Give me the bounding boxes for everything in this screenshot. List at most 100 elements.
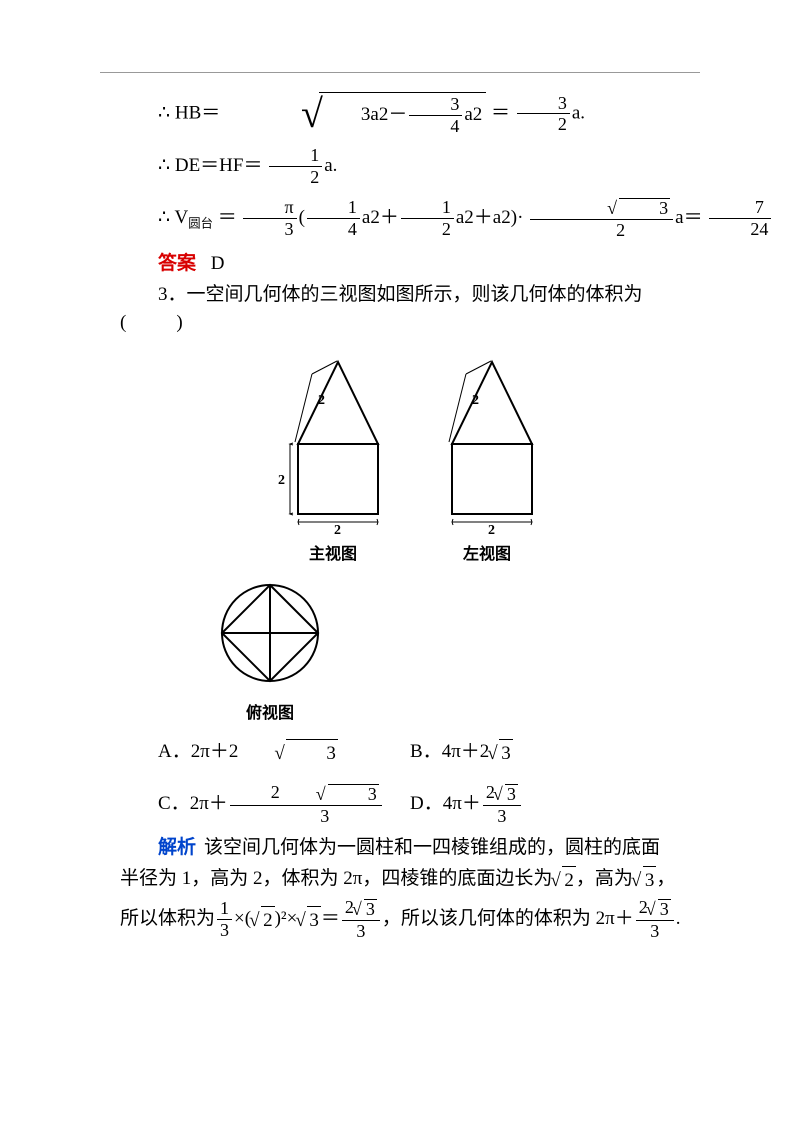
- therefore-symbol: ∴: [158, 155, 170, 176]
- sqrt3-b-icon: 3: [773, 204, 800, 233]
- sqrt-icon: 3: [489, 739, 513, 768]
- top-view: 俯视图: [210, 573, 330, 725]
- term2-tail: a2＋a2: [456, 207, 511, 228]
- front-view-label: 主视图: [268, 543, 398, 566]
- equation-de: ∴ DE＝HF＝ 12a.: [120, 146, 700, 187]
- question-3: 3．一空间几何体的三视图如图所示，则该几何体的体积为( ): [120, 281, 700, 336]
- frac-1-2: 12: [267, 146, 324, 187]
- sqrt2-icon: 2: [552, 866, 576, 895]
- options-row1: A．2π＋23 B．4π＋23: [120, 734, 700, 771]
- sqrt-icon: 3: [648, 899, 671, 919]
- frac-1-3: 13: [215, 899, 234, 940]
- sqrt2-icon: 2: [251, 906, 275, 935]
- top-view-label: 俯视图: [210, 702, 330, 725]
- sqrt3-icon: 3: [297, 906, 321, 935]
- tri-label: 2: [472, 393, 479, 408]
- top-rule: [100, 72, 700, 73]
- volume-var: V: [175, 207, 189, 228]
- sqrt-icon: 3: [280, 784, 379, 804]
- sqrt3-icon: 3: [571, 198, 670, 218]
- explanation-line3: 所以体积为13×(2)²×3＝233，所以该几何体的体积为 2π＋233.: [120, 898, 700, 941]
- equation-hb: ∴ HB＝ √ 3a2－34a2 ＝ 32a.: [120, 92, 700, 136]
- question-number: 3．: [158, 284, 187, 305]
- frac-3-4: 34: [407, 95, 464, 136]
- option-c: C．2π＋233: [120, 779, 410, 830]
- base-label: 2: [334, 523, 341, 534]
- option-d: D．4π＋233: [410, 779, 700, 830]
- explanation-line1: 解析该空间几何体为一圆柱和一四棱锥组成的，圆柱的底面: [120, 834, 700, 862]
- front-view-svg: 2 2 2: [268, 344, 398, 534]
- frac-7-24: 724: [707, 198, 773, 239]
- frac-2s3-3b: 233: [634, 898, 676, 941]
- option-label: D．: [410, 793, 443, 814]
- expl-text: )²×: [275, 908, 298, 929]
- equation-volume: ∴ V圆台 ＝ π3(14a2＋12a2＋a2)· 32a＝ 7243πa³.: [120, 197, 700, 240]
- three-views-row1: 2 2 2 主视图: [120, 344, 700, 566]
- option-lead: 4π＋: [443, 793, 481, 814]
- eq-lhs: HB＝: [175, 102, 220, 123]
- rad-part-b: a2: [464, 104, 482, 125]
- top-view-svg: [210, 573, 330, 693]
- frac-sqrt3-2: 32: [528, 197, 675, 240]
- sqrt-icon: 3: [354, 899, 377, 919]
- expl-text: ，: [656, 868, 675, 889]
- option-label: B．: [410, 741, 442, 762]
- option-lead: 2π＋: [190, 793, 228, 814]
- frac-1-4: 14: [305, 198, 362, 239]
- frac-1-2b: 12: [399, 198, 456, 239]
- tri-label: 2: [318, 393, 325, 408]
- therefore-symbol: ∴: [158, 102, 170, 123]
- option-label: C．: [158, 793, 190, 814]
- explanation-line2: 半径为 1，高为 2，体积为 2π，四棱锥的底面边长为2，高为3，: [120, 865, 700, 894]
- frac-2s3-3a: 233: [340, 898, 382, 941]
- option-label: A．: [158, 741, 191, 762]
- answer-label: 答案: [158, 253, 196, 274]
- rad-part-a: 3a2－: [361, 104, 407, 125]
- options-row2: C．2π＋233 D．4π＋233: [120, 779, 700, 830]
- paren-close: ): [176, 312, 182, 333]
- therefore-symbol: ∴: [158, 207, 170, 228]
- frac-opt-c: 233: [228, 783, 384, 826]
- answer-row: 答案 D: [120, 250, 700, 278]
- frac-pi-3: π3: [241, 198, 298, 239]
- mid-eq: a＝: [675, 207, 702, 228]
- sqrt-expression: √ 3a2－34a2: [225, 92, 486, 136]
- option-lead: 4π＋2: [442, 741, 490, 762]
- sqrt-icon: 3: [495, 784, 518, 804]
- equals: ＝: [218, 207, 237, 228]
- sqrt3-icon: 3: [633, 866, 657, 895]
- paren-space: [126, 312, 176, 333]
- question-text: 一空间几何体的三视图如图所示，则该几何体的体积为: [187, 284, 643, 305]
- expl-text: ，所以该几何体的体积为 2π＋: [382, 908, 634, 929]
- eq-lhs: DE＝HF＝: [175, 155, 263, 176]
- eq-tail: a.: [324, 155, 337, 176]
- term1-tail: a2＋: [362, 207, 399, 228]
- sq-label: 2: [278, 473, 285, 488]
- content: ∴ HB＝ √ 3a2－34a2 ＝ 32a. ∴ DE＝HF＝ 12a. ∴ …: [120, 92, 700, 941]
- page: ∴ HB＝ √ 3a2－34a2 ＝ 32a. ∴ DE＝HF＝ 12a. ∴ …: [0, 0, 800, 1132]
- expl-text: 所以体积为: [120, 908, 215, 929]
- frac-3-2: 32: [515, 94, 572, 135]
- eq-tail: a.: [572, 102, 585, 123]
- base-label: 2: [488, 523, 495, 534]
- expl-text: 半径为 1，高为 2，体积为 2π，四棱锥的底面边长为: [120, 868, 552, 889]
- dot: ·: [517, 207, 523, 228]
- volume-subscript: 圆台: [188, 216, 213, 230]
- option-b: B．4π＋23: [410, 734, 700, 771]
- frac-opt-d: 233: [481, 783, 523, 826]
- front-view: 2 2 2 主视图: [268, 344, 398, 566]
- sqrt-icon: 3: [238, 739, 338, 768]
- expl-text: 该空间几何体为一圆柱和一四棱锥组成的，圆柱的底面: [204, 837, 660, 858]
- three-views-row2: 俯视图: [120, 573, 700, 727]
- explanation-label: 解析: [158, 837, 196, 858]
- option-a: A．2π＋23: [120, 734, 410, 771]
- expl-text: ＝: [321, 908, 340, 929]
- left-view-svg: 2 2: [422, 344, 552, 534]
- expl-text: ，高为: [576, 868, 633, 889]
- left-view-label: 左视图: [422, 543, 552, 566]
- expl-text: .: [676, 908, 681, 929]
- answer-value: D: [211, 253, 225, 274]
- equals: ＝: [491, 102, 510, 123]
- left-view: 2 2 左视图: [422, 344, 552, 566]
- option-lead: 2π＋2: [191, 741, 239, 762]
